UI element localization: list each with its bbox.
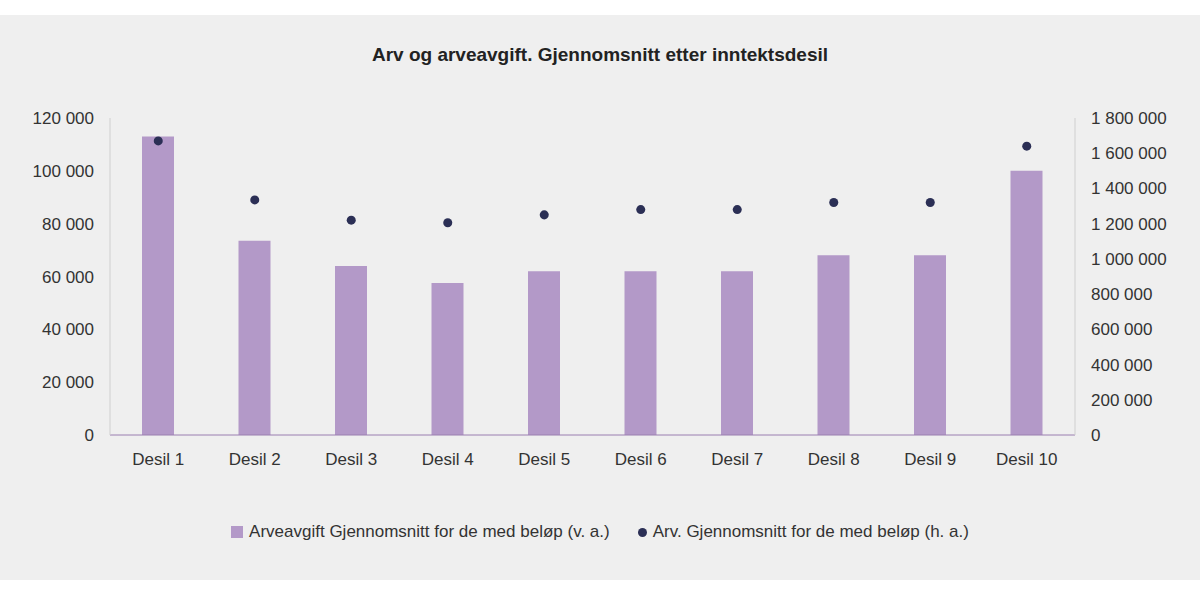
svg-text:Desil 6: Desil 6 — [615, 450, 667, 469]
svg-text:Desil 8: Desil 8 — [808, 450, 860, 469]
svg-text:800 000: 800 000 — [1091, 285, 1152, 304]
svg-text:60 000: 60 000 — [42, 268, 94, 287]
svg-text:100 000: 100 000 — [33, 162, 94, 181]
svg-text:1 600 000: 1 600 000 — [1091, 144, 1167, 163]
svg-text:40 000: 40 000 — [42, 320, 94, 339]
svg-text:1 000 000: 1 000 000 — [1091, 250, 1167, 269]
html-text:Arveavgift Gjennomsnitt for de: Arveavgift Gjennomsnitt for de med beløp… — [249, 522, 610, 541]
svg-text:200 000: 200 000 — [1091, 391, 1152, 410]
svg-text:Desil 9: Desil 9 — [904, 450, 956, 469]
html-text:Arv og arveavgift. Gjennomsnit: Arv og arveavgift. Gjennomsnitt etter in… — [371, 44, 828, 65]
svg-text:Desil 4: Desil 4 — [422, 450, 474, 469]
svg-text:1 800 000: 1 800 000 — [1091, 109, 1167, 128]
svg-text:Desil 1: Desil 1 — [132, 450, 184, 469]
svg-text:80 000: 80 000 — [42, 215, 94, 234]
svg-text:Desil 7: Desil 7 — [711, 450, 763, 469]
svg-text:0: 0 — [1091, 426, 1100, 445]
svg-text:Desil 10: Desil 10 — [996, 450, 1057, 469]
svg-text:20 000: 20 000 — [42, 373, 94, 392]
svg-text:1 200 000: 1 200 000 — [1091, 215, 1167, 234]
svg-text:Desil 3: Desil 3 — [325, 450, 377, 469]
svg-text:Desil 5: Desil 5 — [518, 450, 570, 469]
svg-text:600 000: 600 000 — [1091, 320, 1152, 339]
svg-text:400 000: 400 000 — [1091, 356, 1152, 375]
html-text:Arv. Gjennomsnitt for de med b: Arv. Gjennomsnitt for de med beløp (h. a… — [652, 522, 969, 541]
svg-text:0: 0 — [85, 426, 94, 445]
svg-text:Desil 2: Desil 2 — [229, 450, 281, 469]
svg-text:120 000: 120 000 — [33, 109, 94, 128]
svg-text:1 400 000: 1 400 000 — [1091, 179, 1167, 198]
